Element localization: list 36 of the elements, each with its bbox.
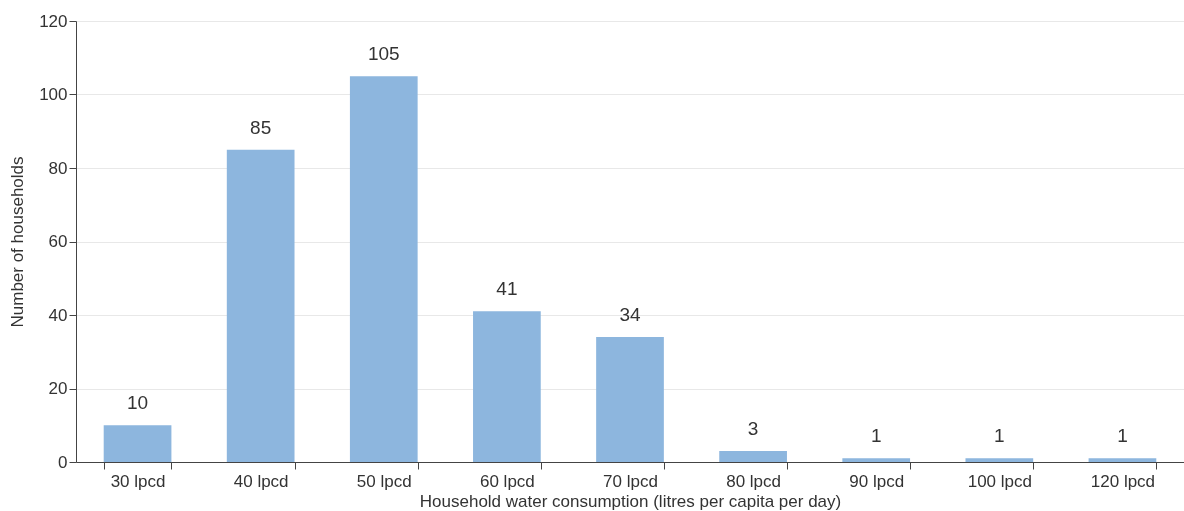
data-label: 34	[619, 304, 641, 326]
x-tick-label: 70 lpcd	[603, 471, 658, 491]
bar	[719, 450, 787, 462]
y-tick-label: 100	[39, 85, 68, 104]
y-tick-label: 60	[48, 232, 68, 251]
x-tick-label: 120 lpcd	[1090, 471, 1156, 491]
data-label: 1	[994, 425, 1005, 447]
bar	[1088, 458, 1157, 462]
bar	[226, 149, 295, 462]
bar	[596, 337, 664, 462]
x-tick-label: 40 lpcd	[233, 471, 289, 491]
data-label: 3	[747, 417, 759, 439]
x-tick-label: 30 lpcd	[110, 471, 166, 491]
data-label: 85	[250, 116, 272, 138]
x-tick-label: 90 lpcd	[849, 471, 905, 491]
x-axis-title: Household water consumption (litres per capita per day)	[419, 491, 842, 511]
data-label: 1	[870, 425, 882, 447]
y-tick-label: 40	[48, 305, 68, 325]
bar	[103, 425, 172, 462]
y-tick-label: 80	[48, 158, 68, 178]
data-label: 10	[126, 392, 149, 414]
y-tick-label: 20	[48, 379, 68, 398]
y-tick-label: 120	[39, 11, 68, 31]
y-tick-label: 0	[58, 452, 68, 472]
bar	[473, 311, 541, 462]
x-tick-label: 100 lpcd	[967, 471, 1032, 491]
bar	[349, 76, 418, 462]
data-label: 41	[496, 278, 518, 300]
x-tick-label: 80 lpcd	[726, 471, 782, 491]
y-axis-title: Number of households	[8, 156, 28, 328]
bar	[842, 458, 911, 462]
data-label: 105	[367, 43, 400, 65]
x-tick-label: 60 lpcd	[479, 471, 535, 491]
bar	[965, 458, 1034, 462]
data-label: 1	[1117, 425, 1128, 447]
x-tick-label: 50 lpcd	[356, 471, 412, 491]
